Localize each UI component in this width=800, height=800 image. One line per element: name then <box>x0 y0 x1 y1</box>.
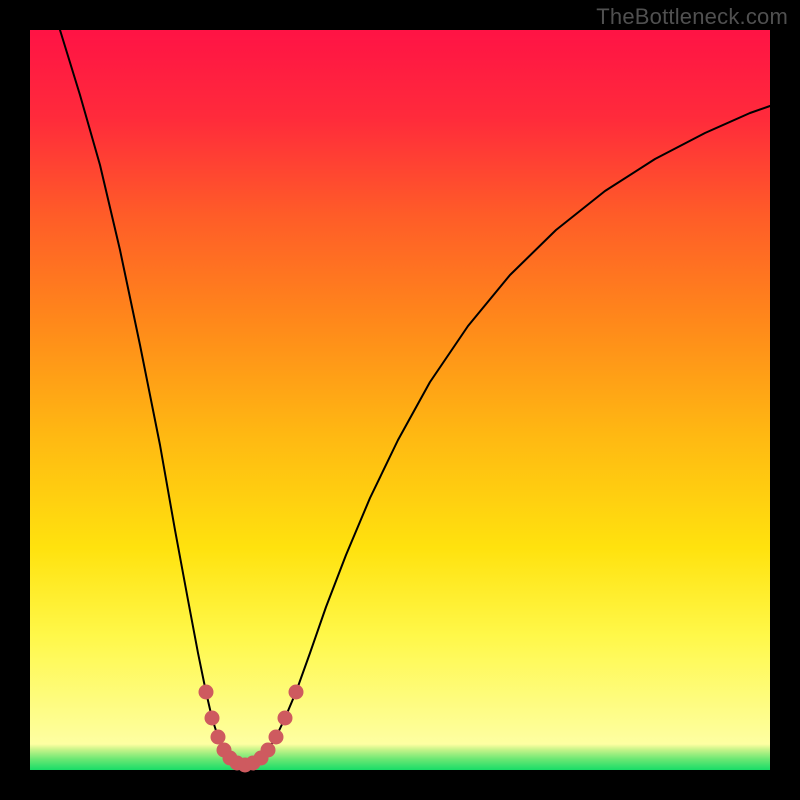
bead-point <box>289 685 304 700</box>
bead-point <box>261 743 276 758</box>
watermark-text: TheBottleneck.com <box>596 4 788 30</box>
chart-stage: TheBottleneck.com <box>0 0 800 800</box>
bead-point <box>199 685 214 700</box>
plot-background <box>30 30 770 770</box>
bead-point <box>211 730 226 745</box>
bead-point <box>278 711 293 726</box>
chart-svg <box>0 0 800 800</box>
bead-point <box>205 711 220 726</box>
bead-point <box>269 730 284 745</box>
